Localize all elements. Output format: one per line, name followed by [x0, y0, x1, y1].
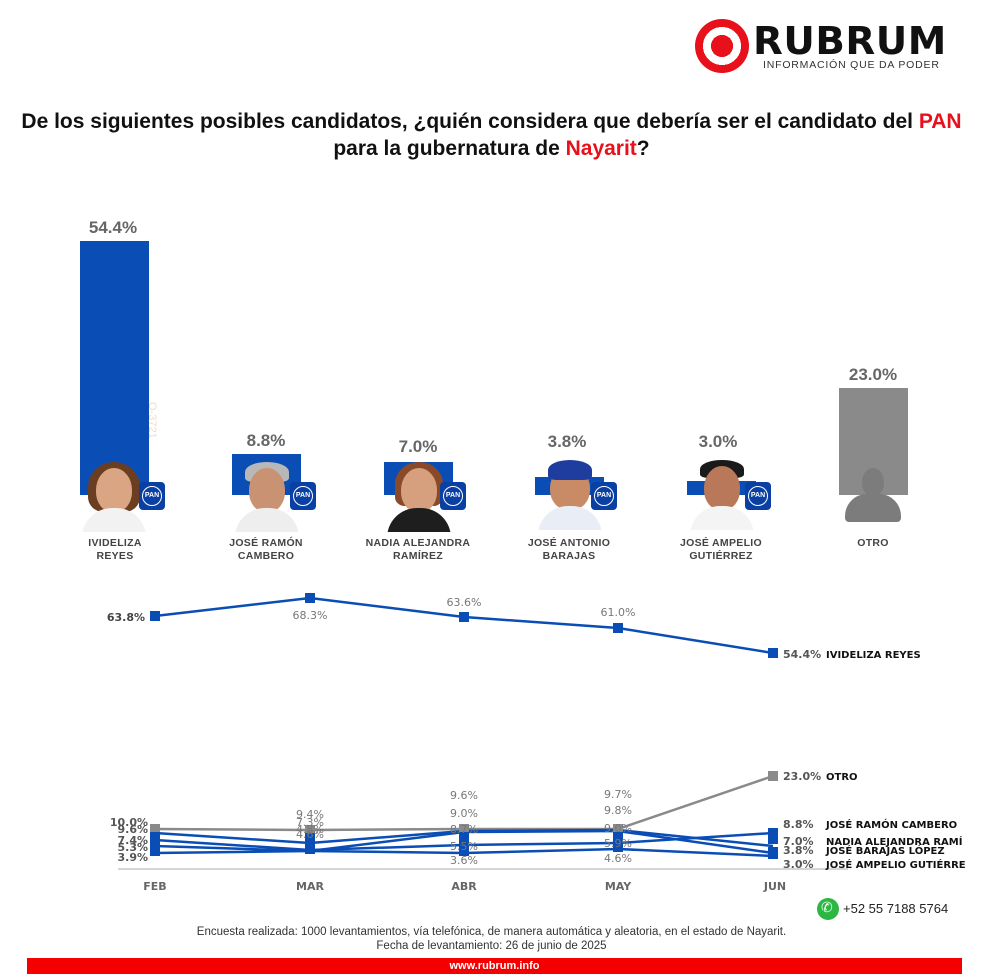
point-label: 68.3%: [293, 609, 328, 622]
svg-text:7.3%: 7.3%: [296, 816, 324, 829]
svg-text:7.0%: 7.0%: [783, 835, 814, 848]
rubrum-logo: RUBRUM INFORMACIÓN QUE DA PODER: [693, 16, 963, 76]
svg-text:5.9%: 5.9%: [604, 837, 632, 850]
chart-title: De los siguientes posibles candidatos, ¿…: [20, 108, 963, 162]
svg-text:3.0%: 3.0%: [783, 858, 814, 871]
cluster-markers: [150, 826, 778, 859]
svg-text:9.8%: 9.8%: [604, 804, 632, 817]
pan-party-icon: PAN: [745, 482, 771, 510]
trend-line-chart: 63.8% 68.3% 63.6% 61.0% 54.4% IVIDELIZA …: [107, 593, 966, 893]
svg-text:3.6%: 3.6%: [450, 854, 478, 867]
svg-text:9.0%: 9.0%: [604, 822, 632, 835]
series-otro: [154, 774, 774, 832]
jose-ampelio-gutierrez-photo: [686, 458, 758, 530]
svg-text:7.4%: 7.4%: [117, 834, 148, 847]
pan-party-icon: PAN: [139, 482, 165, 510]
bar-value-label: 7.0%: [398, 437, 438, 456]
svg-text:9.6%: 9.6%: [117, 823, 148, 836]
website-link[interactable]: www.rubrum.info: [449, 960, 540, 972]
bar-value-label: 8.8%: [246, 431, 286, 450]
candidate-name: JOSÉ RAMÓN CAMBERO: [229, 537, 303, 562]
series-name-label: IVIDELIZA REYES: [826, 650, 921, 661]
svg-text:4.6%: 4.6%: [296, 828, 324, 841]
contact-phone: +52 55 7188 5764: [843, 901, 949, 916]
end-value-label: 54.4%: [783, 648, 821, 661]
svg-text:9.0%: 9.0%: [450, 807, 478, 820]
pan-party-icon: PAN: [290, 482, 316, 510]
pan-party-icon: PAN: [440, 482, 466, 510]
svg-text:23.0%: 23.0%: [783, 770, 821, 783]
point-label: 63.8%: [107, 611, 145, 624]
bar-ivideliza-reyes: [80, 241, 149, 495]
footer-url-bar: www.rubrum.info: [27, 958, 962, 974]
svg-text:JOSÉ RAMÓN CAMBERO: JOSÉ RAMÓN CAMBERO: [825, 818, 957, 831]
point-label: 63.6%: [447, 596, 482, 609]
svg-text:JUN: JUN: [763, 880, 786, 893]
whatsapp-icon: [817, 898, 839, 920]
target-logo-icon: [695, 19, 749, 73]
svg-text:8.7%: 8.7%: [450, 823, 478, 836]
bar-value-label: 23.0%: [848, 365, 898, 384]
x-axis-labels: FEB MAR ABR MAY JUN: [143, 880, 786, 893]
title-text: para la gubernatura de: [333, 137, 566, 160]
bar-value-label: 3.0%: [698, 432, 738, 451]
title-highlight-party: PAN: [918, 110, 962, 133]
svg-text:9.4%: 9.4%: [296, 808, 324, 821]
svg-text:3.9%: 3.9%: [117, 851, 148, 864]
title-text: ?: [636, 137, 650, 160]
svg-text:10.0%: 10.0%: [110, 816, 148, 829]
survey-method: Encuesta realizada: 1000 levantamientos,…: [196, 926, 787, 938]
svg-text:JOSÉ BARAJAS LÓPEZ: JOSÉ BARAJAS LÓPEZ: [825, 844, 945, 857]
pan-party-icon: PAN: [591, 482, 617, 510]
brand-name: RUBRUM: [753, 19, 947, 63]
nadia-alejandra-ramirez-photo: [383, 460, 455, 532]
brand-tagline: INFORMACIÓN QUE DA PODER: [763, 59, 940, 71]
svg-text:9.6%: 9.6%: [450, 789, 478, 802]
jose-antonio-barajas-photo: [534, 458, 606, 530]
jose-ramon-cambero-photo: [231, 460, 303, 532]
svg-text:JOSÉ AMPELIO GUTIÉRRE: JOSÉ AMPELIO GUTIÉRRE: [825, 858, 966, 871]
watermark-code: O-3721: [146, 402, 158, 439]
svg-text:OTRO: OTRO: [826, 772, 858, 783]
bar-value-label: 3.8%: [547, 432, 587, 451]
candidate-name: JOSÉ AMPELIO GUTIÉRREZ: [680, 537, 762, 562]
svg-text:3.8%: 3.8%: [783, 844, 814, 857]
candidate-name: NADIA ALEJANDRA RAMÍREZ: [365, 537, 471, 562]
svg-text:5.3%: 5.3%: [117, 841, 148, 854]
title-text: De los siguientes posibles candidatos, ¿…: [21, 110, 919, 133]
svg-text:8.8%: 8.8%: [783, 818, 814, 831]
svg-text:MAY: MAY: [605, 880, 632, 893]
candidate-name: OTRO: [857, 537, 889, 549]
ivideliza-reyes-photo: [78, 460, 150, 532]
svg-text:FEB: FEB: [143, 880, 166, 893]
svg-text:NADIA ALEJANDRA RAMÍ: NADIA ALEJANDRA RAMÍ: [826, 835, 963, 848]
svg-text:4.8%: 4.8%: [296, 823, 324, 836]
candidate-name: IVIDELIZA REYES: [88, 537, 142, 562]
svg-text:9.7%: 9.7%: [604, 788, 632, 801]
svg-text:5.5%: 5.5%: [450, 840, 478, 853]
svg-text:MAR: MAR: [296, 880, 324, 893]
generic-person-silhouette-icon: [845, 468, 901, 522]
title-highlight-state: Nayarit: [565, 137, 637, 160]
survey-footnote: Encuesta realizada: 1000 levantamientos,…: [0, 925, 983, 953]
svg-text:4.6%: 4.6%: [604, 852, 632, 865]
point-label: 61.0%: [601, 606, 636, 619]
candidate-name: JOSÉ ANTONIO BARAJAS: [527, 537, 611, 562]
bar-value-label: 54.4%: [88, 218, 138, 237]
svg-text:ABR: ABR: [451, 880, 477, 893]
survey-date: Fecha de levantamiento: 26 de junio de 2…: [376, 940, 607, 952]
